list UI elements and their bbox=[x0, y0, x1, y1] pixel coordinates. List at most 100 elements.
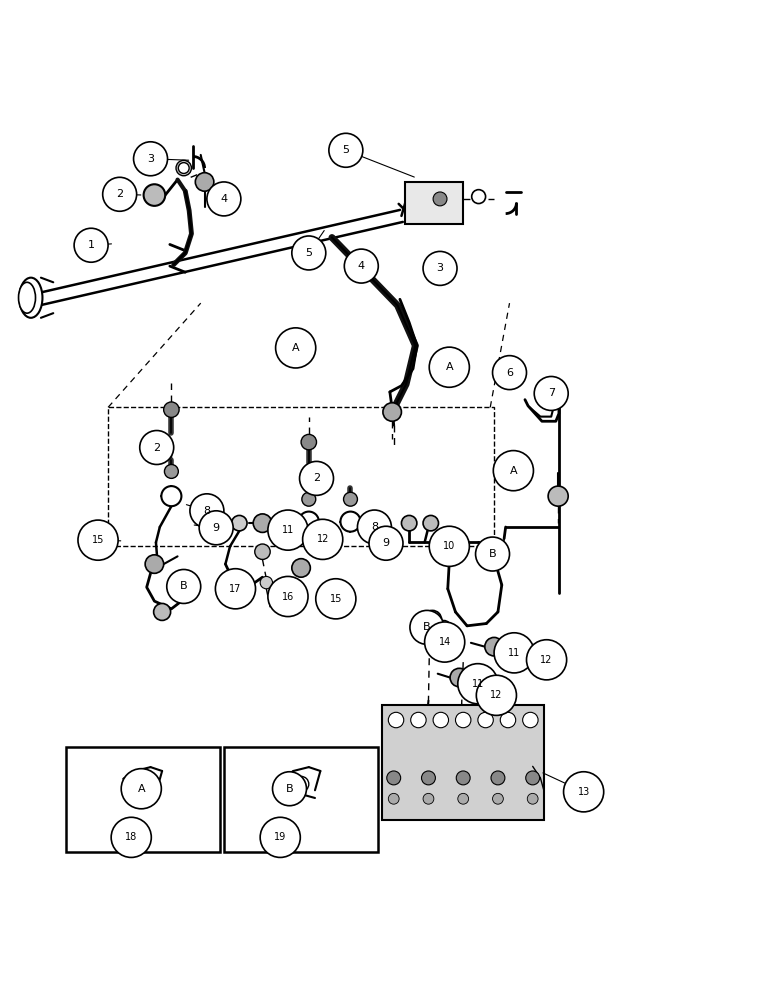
Ellipse shape bbox=[19, 278, 42, 318]
Circle shape bbox=[450, 668, 469, 687]
Text: 19: 19 bbox=[274, 832, 286, 842]
Circle shape bbox=[433, 192, 447, 206]
Text: 4: 4 bbox=[220, 194, 228, 204]
Circle shape bbox=[103, 177, 137, 211]
Circle shape bbox=[429, 526, 469, 566]
Text: 16: 16 bbox=[282, 591, 294, 601]
Circle shape bbox=[387, 771, 401, 785]
Circle shape bbox=[74, 228, 108, 262]
Circle shape bbox=[140, 431, 174, 464]
Text: A: A bbox=[445, 362, 453, 372]
Circle shape bbox=[433, 712, 449, 728]
Circle shape bbox=[493, 793, 503, 804]
Circle shape bbox=[423, 793, 434, 804]
Text: B: B bbox=[286, 784, 293, 794]
Circle shape bbox=[268, 576, 308, 617]
Circle shape bbox=[303, 519, 343, 559]
Circle shape bbox=[253, 514, 272, 532]
Circle shape bbox=[388, 712, 404, 728]
Circle shape bbox=[469, 679, 485, 695]
Circle shape bbox=[134, 142, 168, 176]
Circle shape bbox=[176, 160, 191, 176]
Circle shape bbox=[329, 133, 363, 167]
Circle shape bbox=[510, 647, 525, 662]
Circle shape bbox=[369, 526, 403, 560]
Circle shape bbox=[491, 771, 505, 785]
Circle shape bbox=[316, 579, 356, 619]
Circle shape bbox=[410, 610, 444, 644]
Text: 13: 13 bbox=[577, 787, 590, 797]
Circle shape bbox=[268, 510, 308, 550]
Ellipse shape bbox=[19, 282, 36, 313]
Circle shape bbox=[423, 251, 457, 285]
Text: 3: 3 bbox=[436, 263, 444, 273]
Text: 8: 8 bbox=[371, 522, 378, 532]
Text: 1: 1 bbox=[87, 240, 95, 250]
Circle shape bbox=[456, 771, 470, 785]
Circle shape bbox=[357, 510, 391, 544]
Circle shape bbox=[232, 515, 247, 531]
Text: 12: 12 bbox=[317, 534, 329, 544]
Circle shape bbox=[164, 402, 179, 417]
Circle shape bbox=[476, 675, 516, 715]
Circle shape bbox=[493, 451, 533, 491]
Text: 14: 14 bbox=[438, 637, 451, 647]
Circle shape bbox=[534, 376, 568, 410]
Circle shape bbox=[344, 492, 357, 506]
Circle shape bbox=[302, 492, 316, 506]
Circle shape bbox=[167, 569, 201, 603]
Circle shape bbox=[299, 512, 319, 532]
Bar bbox=[382, 705, 544, 820]
Text: A: A bbox=[510, 466, 517, 476]
Text: 18: 18 bbox=[125, 832, 137, 842]
Circle shape bbox=[388, 793, 399, 804]
Circle shape bbox=[437, 620, 451, 634]
Circle shape bbox=[523, 712, 538, 728]
Text: 2: 2 bbox=[153, 443, 161, 453]
Text: 15: 15 bbox=[330, 594, 342, 604]
Circle shape bbox=[199, 511, 233, 545]
Circle shape bbox=[340, 512, 361, 532]
Circle shape bbox=[458, 664, 498, 704]
Circle shape bbox=[135, 776, 151, 792]
Circle shape bbox=[455, 712, 471, 728]
Circle shape bbox=[478, 712, 493, 728]
Circle shape bbox=[301, 434, 317, 450]
Circle shape bbox=[564, 772, 604, 812]
Text: A: A bbox=[137, 784, 145, 794]
Text: 3: 3 bbox=[147, 154, 154, 164]
Text: 2: 2 bbox=[116, 189, 124, 199]
Circle shape bbox=[300, 461, 334, 495]
Circle shape bbox=[500, 712, 516, 728]
Circle shape bbox=[178, 163, 189, 173]
Circle shape bbox=[425, 622, 465, 662]
Text: 10: 10 bbox=[443, 541, 455, 551]
Circle shape bbox=[422, 771, 435, 785]
Circle shape bbox=[493, 356, 527, 390]
Text: A: A bbox=[292, 343, 300, 353]
Circle shape bbox=[383, 403, 401, 421]
Circle shape bbox=[527, 640, 567, 680]
Text: 5: 5 bbox=[342, 145, 350, 155]
Circle shape bbox=[472, 190, 486, 204]
Circle shape bbox=[423, 515, 438, 531]
Text: 9: 9 bbox=[382, 538, 390, 548]
Circle shape bbox=[476, 537, 510, 571]
Text: B: B bbox=[423, 622, 431, 632]
Bar bbox=[224, 747, 378, 852]
Text: 11: 11 bbox=[282, 525, 294, 535]
Circle shape bbox=[190, 494, 224, 528]
Circle shape bbox=[207, 182, 241, 216]
Circle shape bbox=[255, 544, 270, 559]
Circle shape bbox=[145, 555, 164, 573]
Circle shape bbox=[78, 520, 118, 560]
Circle shape bbox=[273, 772, 306, 806]
Circle shape bbox=[292, 236, 326, 270]
Circle shape bbox=[293, 776, 309, 792]
Text: 8: 8 bbox=[203, 506, 211, 516]
Text: 12: 12 bbox=[540, 655, 553, 665]
Circle shape bbox=[423, 610, 442, 629]
Text: 4: 4 bbox=[357, 261, 365, 271]
Circle shape bbox=[548, 486, 568, 506]
Circle shape bbox=[344, 249, 378, 283]
